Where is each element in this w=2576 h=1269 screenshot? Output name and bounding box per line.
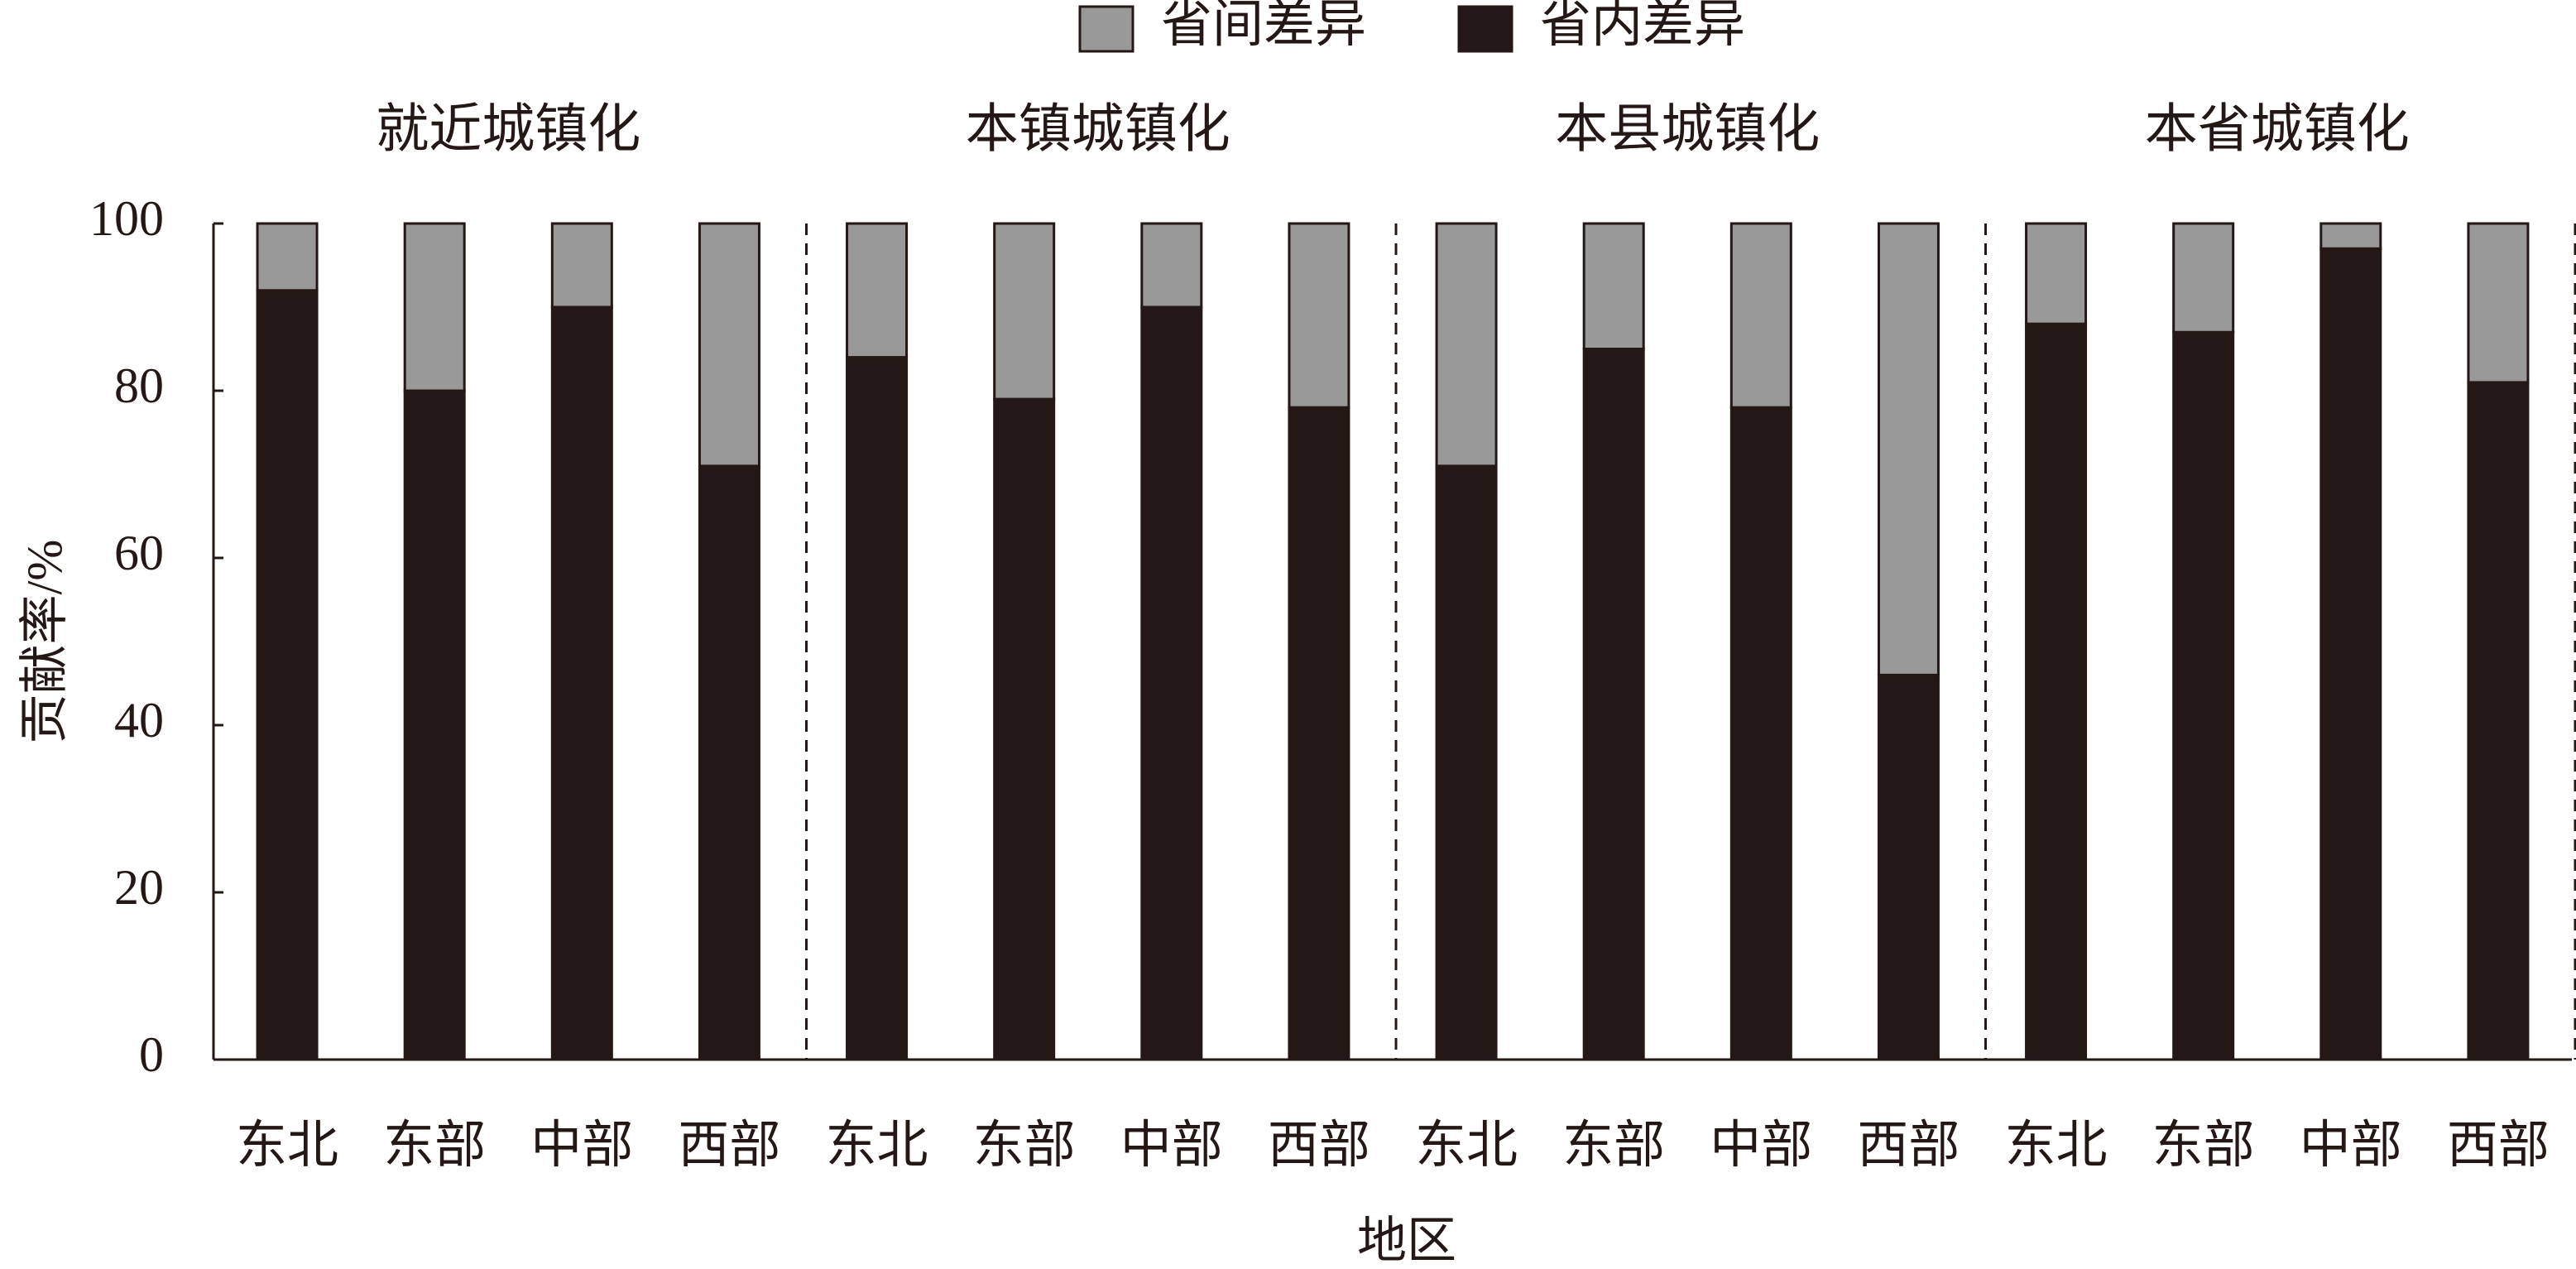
x-tick-label: 东部 (383, 1118, 486, 1174)
bar-segment (2319, 222, 2382, 250)
y-tick-label: 0 (139, 1027, 164, 1082)
x-tick-label: 东部 (973, 1118, 1076, 1174)
bar-segment (1140, 305, 1203, 1061)
x-tick-label: 东北 (2005, 1118, 2108, 1174)
x-tick-label: 中部 (530, 1118, 633, 1174)
bar-segment (2467, 222, 2530, 384)
bar-segment (403, 222, 466, 392)
x-tick-label: 东部 (2152, 1118, 2255, 1174)
group-title: 本县城镇化 (1555, 100, 1820, 159)
group-title: 本镇城镇化 (966, 100, 1230, 159)
bar-segment (2172, 222, 2235, 334)
y-tick-label: 20 (114, 860, 164, 915)
x-tick-label: 东部 (1562, 1118, 1665, 1174)
bar-segment (550, 222, 613, 309)
bar-segment (1582, 348, 1645, 1061)
bar-segment (1729, 222, 1792, 409)
group-title: 就近城镇化 (376, 100, 640, 159)
x-tick-label: 中部 (1120, 1118, 1223, 1174)
bar-segment (1582, 222, 1645, 350)
x-tick-label: 西部 (1857, 1118, 1960, 1174)
y-axis-label: 贡献率/% (17, 540, 72, 744)
bar-segment (1435, 464, 1498, 1061)
x-tick-label: 西部 (678, 1118, 780, 1174)
x-axis-label: 地区 (1357, 1214, 1456, 1268)
bar-segment (1435, 222, 1498, 468)
bar-segment (2025, 322, 2088, 1061)
bar-segment (1140, 222, 1203, 309)
group-title: 本省城镇化 (2145, 100, 2410, 159)
bar-segment (2319, 247, 2382, 1061)
bar-segment (1877, 673, 1940, 1061)
bar-segment (1288, 222, 1350, 409)
x-tick-label: 东北 (1415, 1118, 1518, 1174)
bar-segment (1877, 222, 1940, 676)
bar-segment (1288, 406, 1350, 1061)
bar-segment (256, 289, 319, 1061)
x-tick-label: 东北 (826, 1118, 928, 1174)
legend-label: 省内差异 (1540, 0, 1745, 53)
legend-swatch (1457, 5, 1513, 53)
legend-swatch (1078, 5, 1134, 53)
bar-segment (993, 222, 1056, 401)
bar-segment (698, 464, 760, 1061)
y-tick-label: 80 (114, 358, 164, 413)
legend-label: 省间差异 (1161, 0, 1366, 53)
bar-segment (2467, 381, 2530, 1061)
bar-segment (698, 222, 760, 468)
bar-segment (2172, 330, 2235, 1061)
bar-segment (2025, 222, 2088, 325)
x-tick-label: 中部 (1710, 1118, 1812, 1174)
x-tick-label: 东北 (236, 1118, 338, 1174)
y-tick-label: 60 (114, 526, 164, 580)
y-tick-label: 100 (89, 191, 164, 246)
bar-segment (256, 222, 319, 292)
bar-segment (403, 389, 466, 1061)
bar-segment (550, 305, 613, 1061)
y-tick-label: 40 (114, 693, 164, 747)
x-tick-label: 中部 (2300, 1118, 2402, 1174)
bar-segment (846, 356, 909, 1061)
bar-segment (993, 397, 1056, 1061)
x-tick-label: 西部 (1268, 1118, 1370, 1174)
x-tick-label: 西部 (2447, 1118, 2550, 1174)
bar-segment (846, 222, 909, 359)
bar-segment (1729, 406, 1792, 1061)
